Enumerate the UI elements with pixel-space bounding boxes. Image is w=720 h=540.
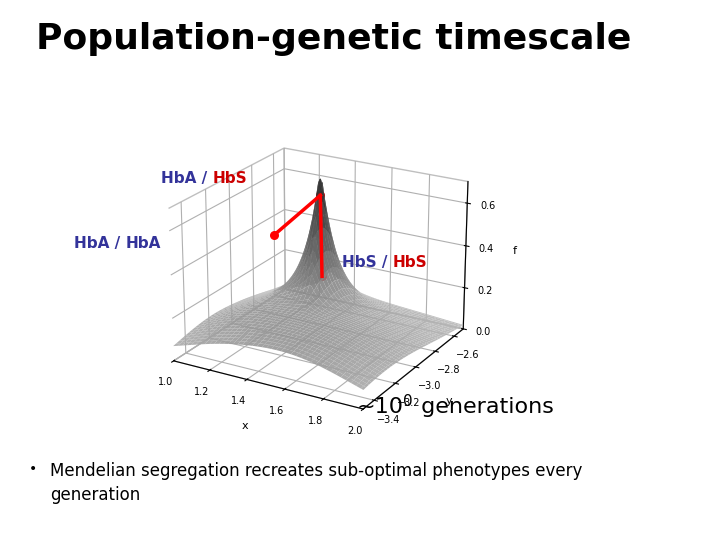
Text: Population-genetic timescale: Population-genetic timescale (36, 22, 631, 56)
Y-axis label: y: y (446, 396, 452, 406)
Text: HbS: HbS (392, 255, 427, 270)
Text: generation: generation (50, 486, 140, 504)
Text: 0: 0 (403, 394, 413, 409)
Text: HbS /: HbS / (342, 255, 392, 270)
Text: generations: generations (414, 397, 554, 417)
Text: HbA: HbA (126, 236, 161, 251)
Text: ~10: ~10 (356, 397, 403, 417)
Text: •: • (29, 462, 37, 476)
Text: HbA /: HbA / (161, 171, 212, 186)
Text: HbS: HbS (212, 171, 247, 186)
Text: Mendelian segregation recreates sub-optimal phenotypes every: Mendelian segregation recreates sub-opti… (50, 462, 582, 480)
X-axis label: x: x (242, 421, 248, 431)
Text: HbA /: HbA / (74, 236, 126, 251)
